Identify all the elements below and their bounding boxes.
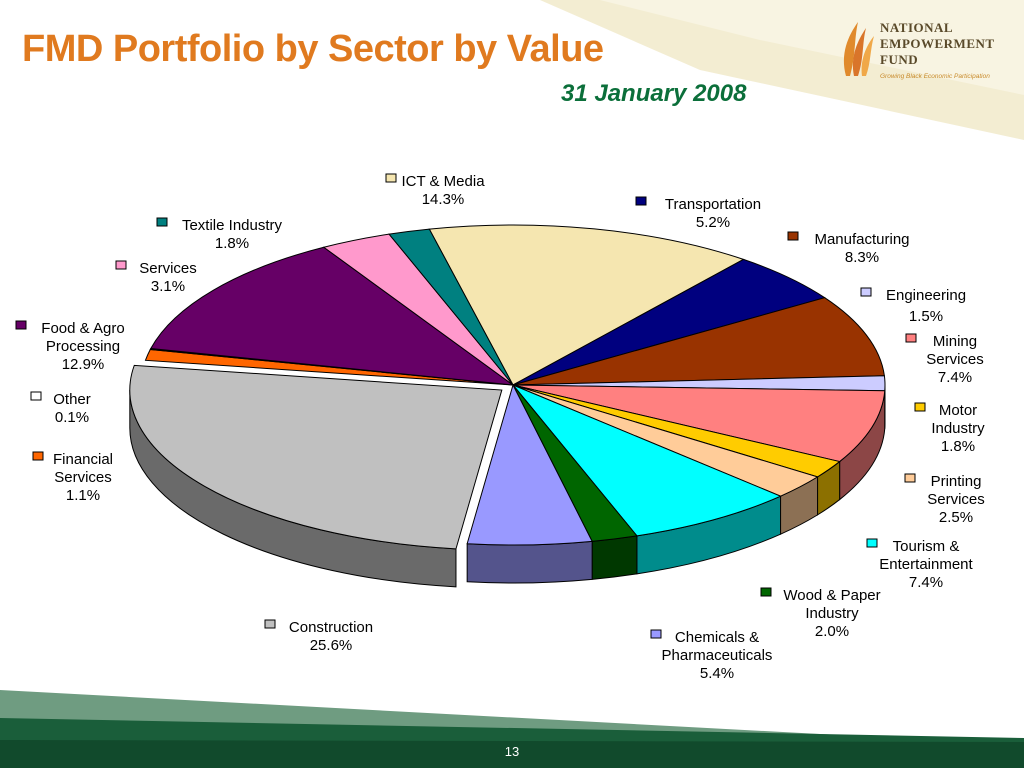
pie-tops <box>129 224 886 550</box>
pie-label-text: Food & Agro <box>41 320 124 337</box>
page-subtitle: 31 January 2008 <box>561 80 747 107</box>
legend-swatch <box>905 333 917 343</box>
pie-slice <box>512 297 885 386</box>
bottom-band-mid <box>0 740 1024 768</box>
pie-slice-side <box>466 540 593 584</box>
page-title: FMD Portfolio by Sector by Value <box>22 28 604 70</box>
pie-label-text: Services <box>54 469 112 486</box>
logo-line-2: Empowerment <box>880 36 995 51</box>
pie-label-text: Printing <box>931 473 982 490</box>
top-right-band-light <box>600 0 1024 95</box>
pie-slice-side <box>591 535 638 580</box>
legend-swatch <box>264 619 276 629</box>
legend-swatch <box>914 402 926 412</box>
pie-slice <box>149 246 515 386</box>
pie-label-value: 0.1% <box>55 409 89 426</box>
pie-label-value: 5.2% <box>696 214 730 231</box>
logo-tagline: Growing Black Economic Participation <box>880 73 990 80</box>
page-number: 13 <box>504 744 520 759</box>
pie-label-text: Chemicals & <box>675 629 759 646</box>
pie-label-text: Manufacturing <box>814 231 909 248</box>
pie-label-text: Pharmaceuticals <box>662 647 773 664</box>
pie-label-value: 2.0% <box>815 623 849 640</box>
legend-swatch <box>385 173 397 183</box>
pie-label-text: Wood & Paper <box>783 587 880 604</box>
pie-label-text: Other <box>53 391 91 408</box>
pie-slice <box>129 364 503 550</box>
pie-label-text: Processing <box>46 338 120 355</box>
pie-slice <box>388 228 514 386</box>
pie-label-value: 25.6% <box>310 637 353 654</box>
legend-swatch <box>650 629 662 639</box>
legend-swatch <box>787 231 799 241</box>
legend-swatch <box>866 538 878 548</box>
pie-label-value: 1.1% <box>66 487 100 504</box>
pie-label-text: Construction <box>289 619 373 636</box>
pie-label-text: Textile Industry <box>182 217 283 234</box>
legend-swatch <box>860 287 872 297</box>
pie-label-value: 8.3% <box>845 249 879 266</box>
pie-label-text: Tourism & <box>893 538 960 555</box>
pie-label-text: Entertainment <box>879 556 973 573</box>
pie-label-value: 1.8% <box>215 235 249 252</box>
legend-swatch <box>156 217 168 227</box>
pie-label-value: 1.8% <box>941 438 975 455</box>
pie-slice <box>428 224 745 386</box>
pie-label-text: Services <box>927 491 985 508</box>
pie-slice <box>466 383 593 546</box>
pie-label-value: 14.3% <box>422 191 465 208</box>
pie-label-text: Industry <box>931 420 985 437</box>
pie-label-text: Services <box>139 260 197 277</box>
pie-label-value: 1.5% <box>909 308 943 325</box>
legend-swatch <box>635 196 647 206</box>
pie-label-text: Engineering <box>886 287 966 304</box>
pie-label: Engineering 1.5% <box>860 287 966 325</box>
pie-label-text: Motor <box>939 402 977 419</box>
pie-label-text: Industry <box>805 605 859 622</box>
pie-label-value: 5.4% <box>700 665 734 682</box>
legend-swatch <box>15 320 27 330</box>
pie-label-value: 12.9% <box>62 356 105 373</box>
pie-label-text: Transportation <box>665 196 761 213</box>
logo-line-1: National <box>880 20 954 35</box>
logo-line-3: Fund <box>880 52 919 67</box>
pie-label-value: 7.4% <box>909 574 943 591</box>
flame-icon <box>843 22 874 76</box>
legend-swatch <box>904 473 916 483</box>
legend-swatch <box>30 391 42 401</box>
legend-swatch <box>760 587 772 597</box>
pie-slice <box>512 384 782 537</box>
pie-label-value: 3.1% <box>151 278 185 295</box>
pie-label-text: Financial <box>53 451 113 468</box>
pie-label-value: 2.5% <box>939 509 973 526</box>
pie-label-value: 7.4% <box>938 369 972 386</box>
pie-label-text: ICT & Media <box>401 173 485 190</box>
pie-sides <box>129 384 886 588</box>
pie-slice <box>512 384 886 463</box>
pie-label-text: Services <box>926 351 984 368</box>
nef-logo: National Empowerment Fund Growing Black … <box>838 12 1018 94</box>
pie-label-text: Mining <box>933 333 977 350</box>
legend-swatch <box>32 451 44 461</box>
legend-swatch <box>115 260 127 270</box>
